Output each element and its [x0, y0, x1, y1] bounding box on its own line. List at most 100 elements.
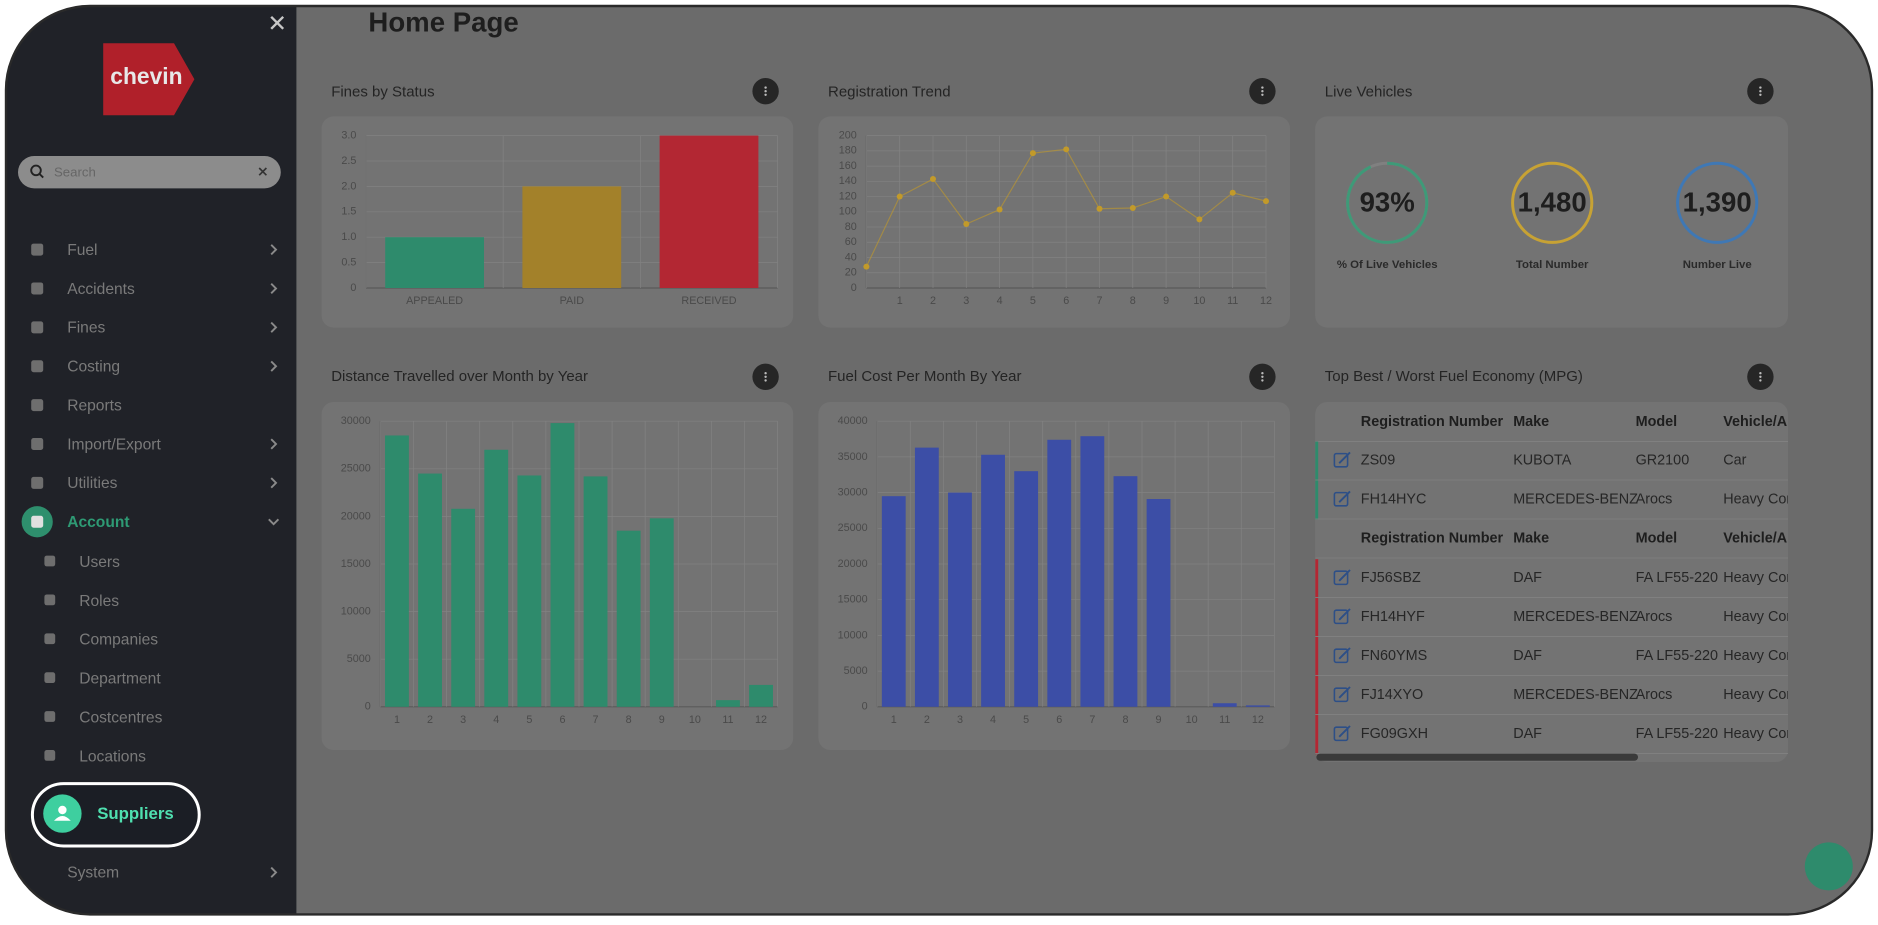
- x-tick-label: 2: [427, 714, 433, 726]
- kebab-button[interactable]: [1249, 363, 1276, 391]
- y-tick-label: 0.5: [341, 256, 356, 268]
- table-cell: DAF: [1513, 570, 1542, 586]
- suppliers-item[interactable]: Suppliers: [97, 804, 174, 823]
- x-tick-label: 8: [1122, 714, 1128, 726]
- y-tick-label: 20: [845, 267, 857, 279]
- x-tick-label: 12: [1252, 714, 1264, 726]
- x-tick-label: 5: [526, 714, 532, 726]
- y-tick-label: 100: [839, 206, 857, 218]
- line-point: [963, 220, 970, 227]
- menu-item[interactable]: Account: [67, 514, 129, 531]
- column-header: Registration Number: [1361, 414, 1504, 430]
- kebab-dot: [1759, 93, 1762, 96]
- menu-item[interactable]: Import/Export: [67, 436, 161, 453]
- edit-icon[interactable]: [1333, 451, 1351, 468]
- y-tick-label: 1.0: [341, 231, 356, 243]
- edit-icon-pen: [1338, 608, 1351, 621]
- x-tick-label: 4: [990, 714, 996, 726]
- kebab-dot: [1261, 379, 1264, 382]
- bar: [522, 186, 622, 288]
- edit-icon-pen: [1338, 725, 1351, 738]
- submenu-item[interactable]: Department: [79, 671, 161, 688]
- submenu-icon: [44, 633, 56, 645]
- edit-icon-box: [1333, 570, 1349, 586]
- scrollbar-thumb[interactable]: [1316, 753, 1639, 761]
- menu-item[interactable]: Fines: [67, 320, 105, 337]
- y-tick-label: 30000: [838, 486, 868, 498]
- y-tick-label: 140: [839, 175, 857, 187]
- bar: [418, 473, 442, 707]
- kebab-button[interactable]: [752, 78, 779, 105]
- submenu-item[interactable]: Costcentres: [79, 709, 162, 726]
- table-cell: FH14HYF: [1361, 609, 1425, 625]
- bar: [583, 476, 608, 707]
- menu-item[interactable]: Accidents: [67, 281, 135, 298]
- submenu-item[interactable]: Users: [79, 554, 120, 571]
- x-tick-label: 8: [1130, 295, 1136, 307]
- menu-item[interactable]: Fuel: [67, 242, 97, 259]
- line-point: [1263, 198, 1269, 205]
- menu-item[interactable]: Reports: [67, 397, 122, 414]
- submenu-icon: [44, 594, 56, 606]
- edit-icon[interactable]: [1333, 647, 1351, 664]
- table-cell: FA LF55-220: [1636, 648, 1718, 664]
- kebab-button[interactable]: [1249, 78, 1276, 105]
- table-cell: Heavy Cor: [1723, 648, 1791, 664]
- kebab-button[interactable]: [1747, 363, 1774, 391]
- kebab-dot: [1759, 90, 1762, 93]
- y-tick-label: 5000: [347, 653, 371, 665]
- table-cell: Heavy Cor: [1723, 570, 1791, 586]
- menu-item[interactable]: System: [67, 865, 119, 882]
- bar: [550, 423, 575, 707]
- bar: [385, 237, 484, 288]
- edit-icon[interactable]: [1333, 686, 1351, 703]
- edit-icon[interactable]: [1333, 490, 1351, 507]
- chat-button[interactable]: [1804, 842, 1853, 891]
- bar: [1212, 703, 1237, 707]
- edit-icon[interactable]: [1333, 725, 1351, 742]
- edit-icon-box: [1333, 726, 1349, 742]
- line-point: [1063, 146, 1070, 153]
- edit-icon[interactable]: [1333, 569, 1351, 586]
- submenu-icon: [44, 672, 56, 684]
- y-tick-label: 180: [839, 145, 857, 157]
- logo-text: chevin: [110, 63, 182, 89]
- table-cell: FG09GXH: [1361, 726, 1428, 742]
- kebab-button[interactable]: [752, 363, 779, 391]
- submenu-item[interactable]: Roles: [79, 593, 119, 610]
- card: [1315, 116, 1789, 328]
- menu-icon: [31, 360, 44, 373]
- x-tick-label: 3: [963, 295, 969, 307]
- kebab-button[interactable]: [1747, 78, 1774, 105]
- table-cell: DAF: [1513, 648, 1542, 664]
- chevron-icon: [270, 477, 278, 489]
- bar: [1014, 471, 1039, 707]
- column-header: Make: [1513, 531, 1549, 547]
- menu-item[interactable]: Utilities: [67, 475, 117, 492]
- chevron-icon: [270, 321, 278, 333]
- x-tick-label: 11: [1227, 295, 1238, 307]
- gauge-ring: [1676, 161, 1759, 244]
- edit-icon[interactable]: [1333, 608, 1351, 625]
- x-tick-label: 3: [957, 714, 963, 726]
- menu-item[interactable]: Costing: [67, 359, 120, 376]
- x-tick-label: 10: [1186, 714, 1198, 726]
- table-cell: GR2100: [1636, 453, 1690, 469]
- x-tick-label: 12: [755, 714, 767, 726]
- line-point: [996, 206, 1003, 213]
- kebab-dot: [764, 375, 767, 378]
- kebab-dot: [1261, 86, 1264, 89]
- submenu-item[interactable]: Companies: [79, 632, 158, 649]
- search-box[interactable]: [18, 156, 281, 189]
- bar: [1245, 705, 1270, 707]
- table-cell: FN60YMS: [1361, 648, 1427, 664]
- x-tick-label: 7: [1089, 714, 1095, 726]
- line-point: [1029, 150, 1036, 157]
- submenu-item[interactable]: Locations: [79, 748, 146, 765]
- submenu-icon: [44, 750, 56, 761]
- edit-icon-pen: [1338, 686, 1351, 699]
- kpi-value: 93%: [1360, 186, 1415, 217]
- menu-icon: [31, 243, 44, 256]
